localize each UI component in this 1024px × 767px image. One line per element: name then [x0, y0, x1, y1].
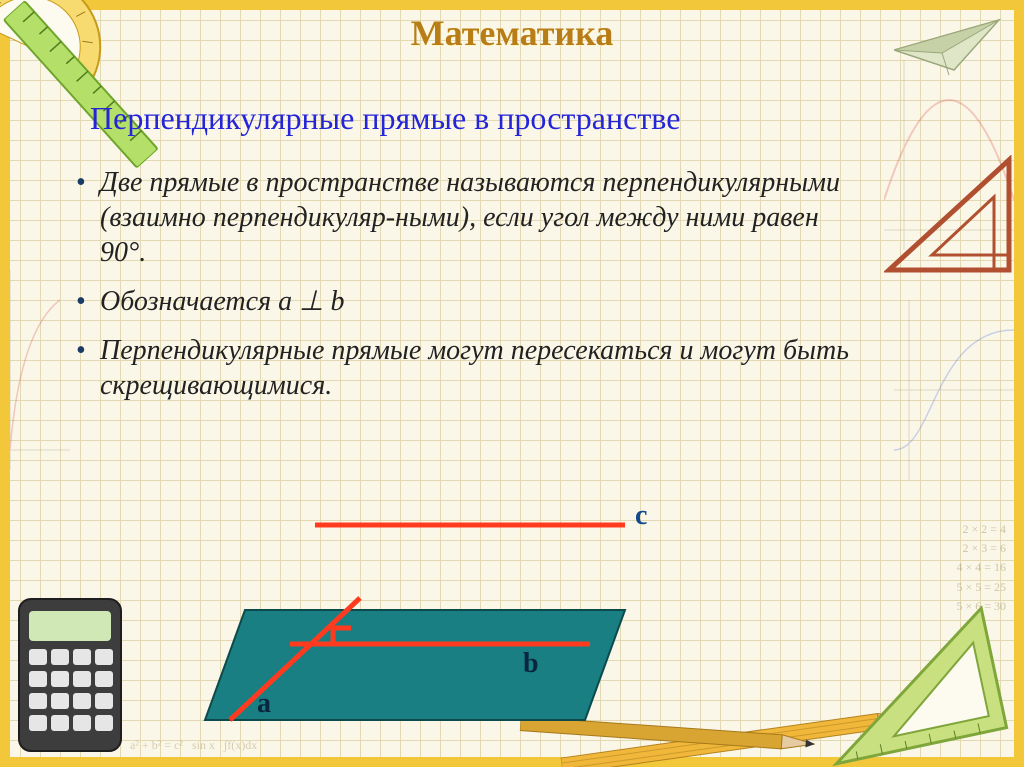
diagram-label-a: a: [257, 688, 271, 720]
faint-axes-right-mid: [894, 300, 1014, 490]
page: 2 × 2 = 42 × 3 = 64 × 4 = 165 × 5 = 255 …: [0, 0, 1024, 767]
calculator-icon: [15, 595, 125, 755]
slide-title: Перпендикулярные прямые в пространстве: [90, 100, 950, 137]
paper-plane-icon: [894, 15, 1004, 85]
diagram-perpendicular-lines: c b a: [195, 480, 715, 740]
border-left: [0, 0, 10, 767]
diagram-label-b: b: [523, 648, 539, 680]
border-right: [1014, 0, 1024, 767]
faint-axes-left: [0, 270, 70, 480]
set-square-top-icon: [884, 155, 1014, 275]
bullet-item: Две прямые в пространстве называются пер…: [70, 165, 870, 270]
page-title: Математика: [411, 12, 614, 54]
bullet-item: Перпендикулярные прямые могут пересекать…: [70, 333, 870, 403]
bullet-list: Две прямые в пространстве называются пер…: [70, 165, 870, 417]
bullet-item: Обозначается a ⊥ b: [70, 284, 870, 319]
faint-formulas-bottom: a² + b² = c² sin x ∫f(x)dx: [130, 738, 257, 753]
diagram-label-c: c: [635, 500, 647, 532]
border-top: [0, 0, 1024, 10]
